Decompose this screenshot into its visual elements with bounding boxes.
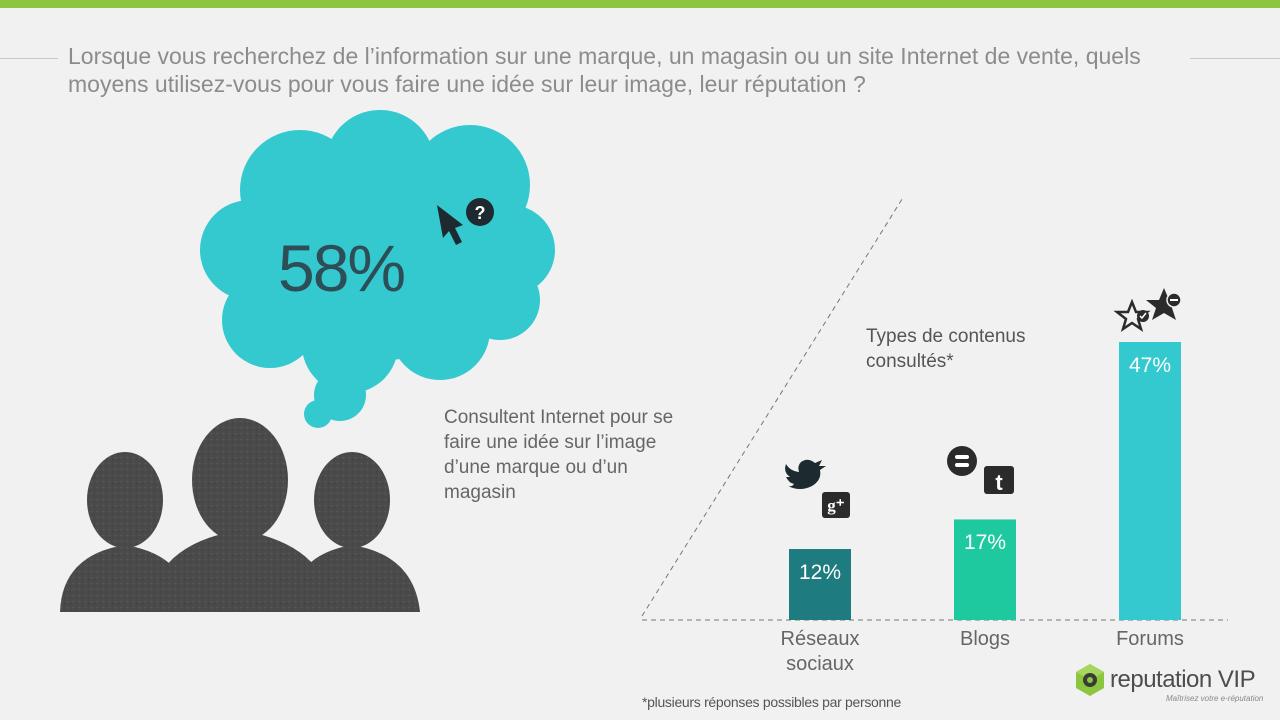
people-silhouette-icon <box>60 418 420 612</box>
bar-blogs <box>954 519 1016 620</box>
blogger-icon <box>947 446 977 476</box>
bar-value-label: 17% <box>963 531 1007 555</box>
title-rule-right <box>1190 58 1280 59</box>
svg-text:t: t <box>995 470 1003 495</box>
thought-cloud-icon <box>200 110 555 428</box>
highlight-description: Consultent Internet pour se faire une id… <box>444 407 674 503</box>
bar-reseaux-sociaux <box>789 549 851 620</box>
bar-value-label: 12% <box>798 561 842 585</box>
bar-forums <box>1119 342 1181 620</box>
svg-text:?: ? <box>475 203 486 223</box>
star-minus-icon <box>1146 288 1182 320</box>
twitter-icon <box>785 459 826 489</box>
tumblr-icon: t <box>984 466 1014 495</box>
bar-value-label: 47% <box>1128 354 1172 377</box>
svg-text:g⁺: g⁺ <box>827 496 845 515</box>
google-plus-icon: g⁺ <box>822 492 850 518</box>
footnote: *plusieurs réponses possibles par person… <box>642 694 902 710</box>
category-label: Blogs <box>959 628 1011 650</box>
cursor-question-icon: ? <box>437 198 494 245</box>
title-rule-left <box>0 58 58 59</box>
logo-name: reputation VIP <box>1110 666 1256 693</box>
chart-title: Types de contenus consultés* <box>866 326 1026 372</box>
diagonal-dashed-line <box>641 195 905 617</box>
logo-tagline: Maîtrisez votre e-réputation <box>1166 694 1264 703</box>
category-label: Forums <box>1116 628 1184 650</box>
highlight-percentage: 58% <box>278 231 406 305</box>
category-label: Réseaux sociaux <box>780 628 860 675</box>
top-accent-bar <box>0 0 1280 8</box>
reputation-vip-logo-icon <box>1076 664 1104 696</box>
star-check-icon <box>1113 298 1151 332</box>
survey-question: Lorsque vous recherchez de l’information… <box>68 43 1141 97</box>
